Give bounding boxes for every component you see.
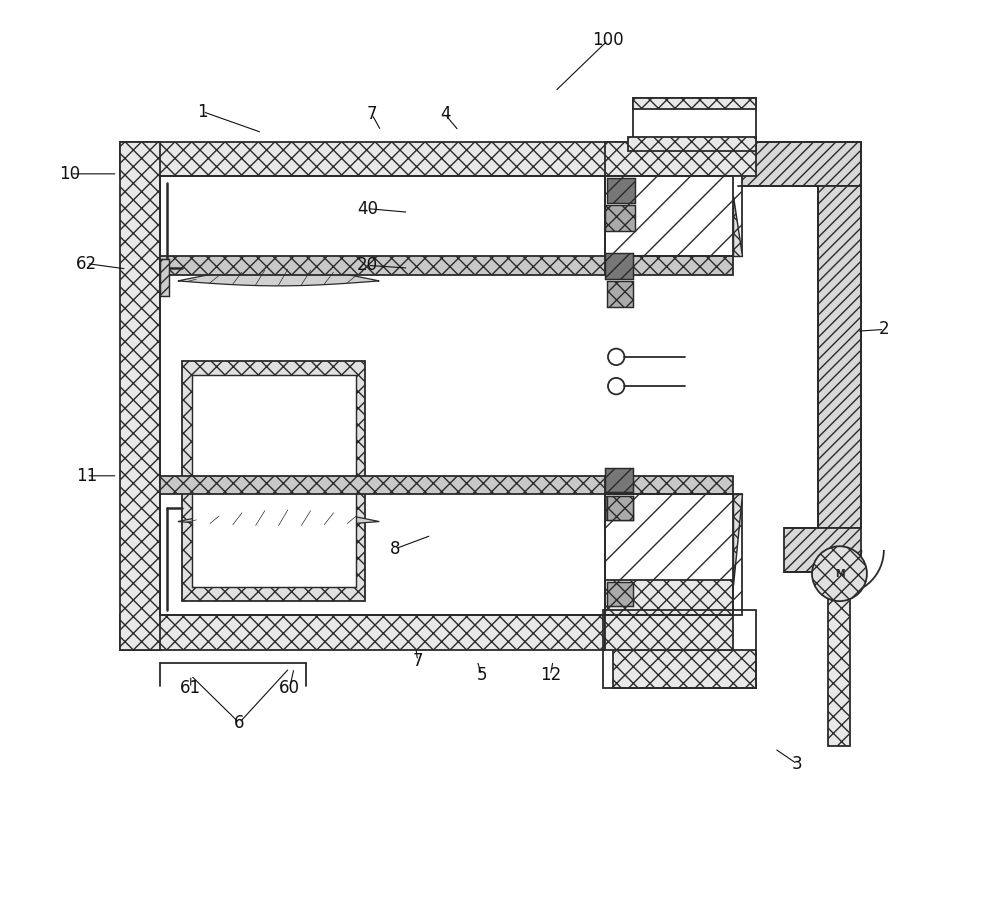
Circle shape [608,349,624,365]
Bar [160,176,605,615]
Text: 20: 20 [357,256,378,274]
Text: 5: 5 [476,666,487,684]
Bar [605,256,733,274]
Text: 8: 8 [390,540,400,558]
Bar [120,142,160,650]
Bar [605,205,635,231]
Text: 100: 100 [592,31,624,49]
Bar [192,375,356,587]
Bar [605,580,733,615]
Bar [182,361,365,601]
Bar [633,98,756,142]
Bar [120,142,646,176]
Text: 11: 11 [76,467,97,485]
Bar [603,610,756,688]
Text: M: M [835,569,844,578]
Bar [633,98,756,109]
Text: 2: 2 [879,320,890,339]
Circle shape [812,546,867,601]
Text: 7: 7 [412,651,423,670]
Polygon shape [733,196,742,256]
Bar [607,582,633,606]
Bar [607,178,635,203]
Text: 61: 61 [180,679,201,697]
Bar [160,259,169,296]
Text: 6: 6 [234,714,244,732]
Bar [818,186,861,528]
Bar [605,176,733,256]
Bar [605,253,633,279]
Text: 3: 3 [792,755,803,773]
Bar [160,256,610,274]
Bar [605,494,742,615]
Polygon shape [178,268,379,285]
Text: 10: 10 [59,165,81,183]
Bar [160,476,610,494]
Bar [605,176,742,256]
Polygon shape [733,494,742,585]
Text: 1: 1 [197,102,208,121]
Text: 60: 60 [279,679,300,697]
Circle shape [608,378,624,394]
Bar [605,142,756,176]
Bar [605,468,633,492]
Bar [605,494,733,615]
Bar [605,496,633,520]
Bar [605,476,733,494]
Text: 40: 40 [357,199,378,218]
Bar [605,615,733,650]
Text: 62: 62 [76,254,97,273]
Bar [738,142,861,186]
Bar [828,599,850,746]
Bar [628,137,756,151]
Bar [120,615,605,650]
Bar [607,496,633,520]
Polygon shape [178,509,379,526]
Text: 4: 4 [440,105,450,124]
Text: 12: 12 [540,666,561,684]
Bar [784,528,861,572]
Bar [607,281,633,307]
Bar [613,650,756,688]
Text: 7: 7 [367,105,377,124]
